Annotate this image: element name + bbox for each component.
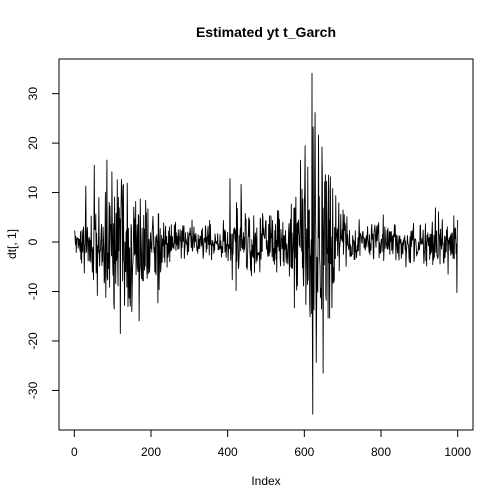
- series-line: [74, 72, 459, 415]
- x-tick-label: 200: [141, 445, 161, 459]
- x-axis-label: Index: [251, 474, 280, 488]
- y-tick-label: 0: [26, 238, 40, 245]
- x-tick-label: 600: [294, 445, 314, 459]
- x-tick-label: 1000: [444, 445, 471, 459]
- y-tick-label: 20: [26, 136, 40, 150]
- plot-area: [74, 72, 459, 415]
- x-tick-label: 800: [371, 445, 391, 459]
- y-tick-label: 30: [26, 87, 40, 101]
- y-tick-label: -10: [26, 282, 40, 300]
- chart-title: Estimated yt t_Garch: [196, 24, 336, 40]
- y-tick-label: 10: [26, 186, 40, 200]
- x-tick-label: 400: [218, 445, 238, 459]
- y-tick-label: -20: [26, 332, 40, 350]
- x-axis: 0 200 400 600 800 1000: [71, 429, 471, 459]
- x-tick-label: 0: [71, 445, 78, 459]
- y-axis: -30 -20 -10 0 10 20 30: [26, 87, 60, 399]
- y-axis-label: dt[, 1]: [5, 229, 19, 259]
- y-tick-label: -30: [26, 381, 40, 399]
